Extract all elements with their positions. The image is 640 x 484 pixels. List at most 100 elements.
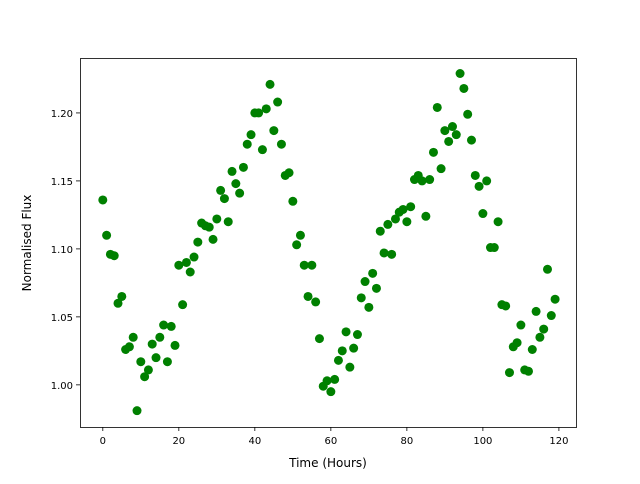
data-point — [124, 342, 134, 352]
data-point — [470, 170, 480, 180]
x-axis-label: Time (Hours) — [288, 456, 367, 470]
data-point — [246, 130, 256, 140]
data-point — [360, 277, 370, 287]
data-point — [421, 211, 431, 221]
data-point — [375, 226, 385, 236]
data-point — [444, 136, 454, 146]
plot-frame — [80, 58, 577, 428]
data-point — [193, 237, 203, 247]
data-point — [478, 209, 488, 219]
data-point — [140, 372, 150, 382]
data-point — [383, 219, 393, 229]
x-axis: 0 20 40 60 80 100 120 — [100, 427, 568, 447]
x-tick-label: 0 — [100, 436, 106, 447]
data-point — [368, 268, 378, 278]
data-point — [299, 260, 309, 270]
data-point — [284, 168, 294, 178]
x-tick-label: 60 — [324, 436, 337, 447]
data-point — [288, 196, 298, 206]
data-point — [117, 291, 127, 301]
data-point — [539, 324, 549, 334]
data-point — [432, 102, 442, 112]
data-point — [398, 204, 408, 214]
x-tick-label: 100 — [473, 436, 492, 447]
data-point — [463, 109, 473, 119]
data-point — [527, 345, 537, 355]
y-tick-label: 1.10 — [51, 245, 73, 256]
data-point — [489, 243, 499, 253]
data-point — [451, 130, 461, 140]
data-point — [307, 260, 317, 270]
data-point — [550, 294, 560, 304]
data-point — [276, 139, 286, 149]
data-point — [295, 230, 305, 240]
x-tick-label: 80 — [400, 436, 413, 447]
y-tick-label: 1.00 — [51, 381, 73, 392]
data-point — [238, 162, 248, 172]
data-point — [371, 283, 381, 293]
data-point — [242, 139, 252, 149]
data-point — [181, 257, 191, 267]
data-point — [151, 353, 161, 363]
data-point — [257, 145, 267, 155]
y-axis-label: Normalised Flux — [20, 195, 34, 292]
x-tick-label: 20 — [172, 436, 185, 447]
data-point — [402, 217, 412, 227]
data-point — [143, 365, 153, 375]
data-point — [542, 264, 552, 274]
data-point — [482, 176, 492, 186]
data-point — [352, 330, 362, 340]
data-point — [113, 298, 123, 308]
data-point — [546, 311, 556, 321]
data-point — [216, 185, 226, 195]
data-point — [322, 376, 332, 386]
data-point — [292, 240, 302, 250]
data-point — [523, 366, 533, 376]
data-point — [109, 251, 119, 261]
data-point — [136, 357, 146, 367]
data-point — [98, 195, 108, 205]
data-point — [345, 362, 355, 372]
data-point — [436, 164, 446, 174]
data-point — [265, 79, 275, 89]
data-point — [406, 202, 416, 212]
data-point — [341, 327, 351, 337]
data-point — [390, 214, 400, 224]
data-point — [447, 122, 457, 132]
data-point — [212, 214, 222, 224]
data-point — [254, 108, 264, 118]
data-point — [223, 217, 233, 227]
data-point — [269, 126, 279, 136]
y-tick-label: 1.15 — [51, 177, 73, 188]
data-point — [231, 179, 241, 189]
data-point — [337, 346, 347, 356]
data-point — [330, 374, 340, 384]
x-tick-label: 120 — [549, 436, 568, 447]
data-point — [204, 222, 214, 232]
data-point — [440, 126, 450, 136]
data-point — [102, 230, 112, 240]
data-point — [379, 248, 389, 258]
data-point — [132, 406, 142, 416]
data-point — [349, 343, 359, 353]
data-point — [459, 83, 469, 93]
data-point — [235, 188, 245, 198]
data-point — [208, 234, 218, 244]
data-point — [128, 332, 138, 342]
x-tick-label: 40 — [248, 436, 261, 447]
data-point — [147, 339, 157, 349]
data-point — [227, 166, 237, 176]
data-point — [159, 320, 169, 330]
data-point — [333, 355, 343, 365]
data-point — [425, 175, 435, 185]
data-point — [185, 267, 195, 277]
y-tick-label: 1.05 — [51, 313, 73, 324]
data-point — [166, 321, 176, 331]
y-axis: 1.00 1.05 1.10 1.15 1.20 — [51, 109, 80, 392]
data-point — [417, 176, 427, 186]
data-point — [493, 217, 503, 227]
data-point — [162, 357, 172, 367]
data-point — [364, 302, 374, 312]
data-point — [219, 194, 229, 204]
